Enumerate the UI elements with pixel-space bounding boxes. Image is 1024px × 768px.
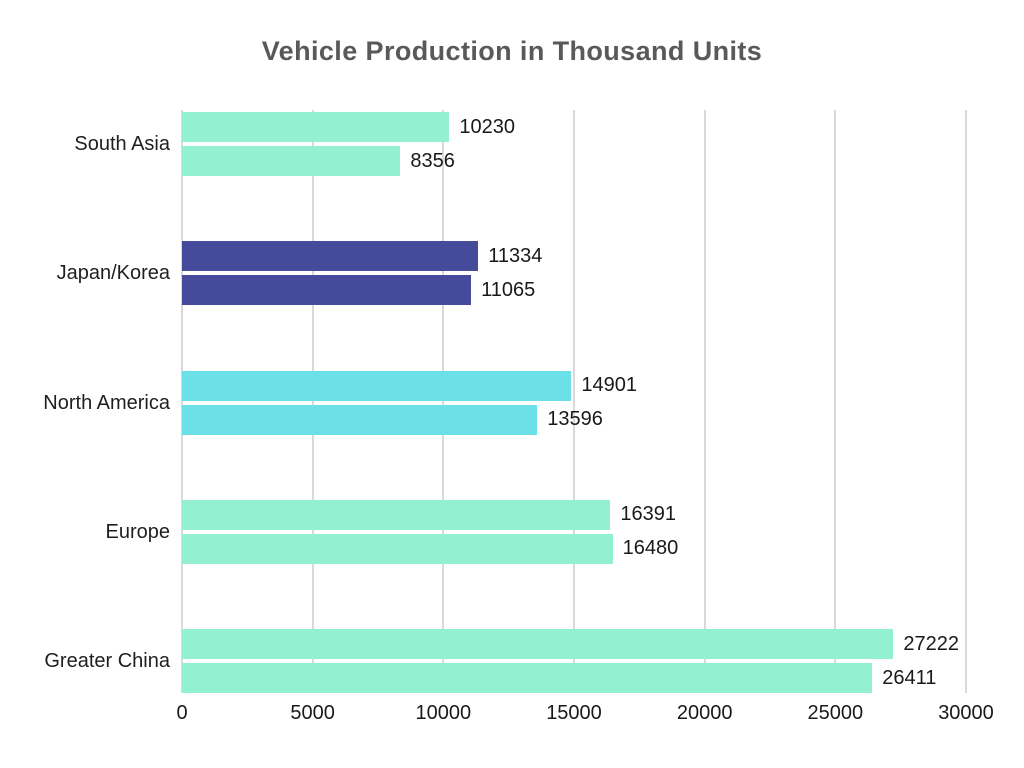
category-label: Japan/Korea — [56, 262, 170, 285]
bar-lower-bar — [182, 404, 538, 435]
bar-lower-bar — [182, 533, 613, 564]
gridline-5000 — [311, 110, 314, 693]
x-axis-tick-label: 0 — [176, 702, 188, 724]
bar-value-label: 8356 — [410, 149, 455, 172]
bar-lower-bar — [182, 275, 472, 306]
category-label: Greater China — [44, 650, 170, 672]
bar-row: 11065 — [182, 275, 966, 306]
bar-value-label: 27222 — [903, 632, 960, 655]
x-axis-tick-label: 5000 — [290, 702, 335, 724]
bar-row: 27222 — [182, 629, 966, 659]
bar-row: 8356 — [182, 146, 966, 176]
bar-value-label: 16480 — [622, 537, 679, 560]
bar-upper-bar — [182, 112, 450, 142]
x-axis-tick-label: 30000 — [938, 702, 994, 724]
bar-row: 10230 — [182, 112, 966, 142]
bar-row: 13596 — [182, 404, 966, 435]
category-label: South Asia — [74, 133, 170, 155]
bar-value-label: 10230 — [459, 115, 515, 138]
bar-upper-bar — [182, 629, 894, 659]
gridline-25000 — [834, 110, 837, 693]
chart-title: Vehicle Production in Thousand Units — [261, 36, 763, 66]
bar-upper-bar — [182, 370, 572, 401]
bar-row: 16480 — [182, 533, 966, 564]
bar-value-label: 13596 — [547, 408, 603, 430]
bar-row: 26411 — [182, 663, 966, 693]
bar-row: 11334 — [182, 241, 966, 272]
gridline-0 — [181, 110, 183, 693]
x-axis-tick-label: 15000 — [546, 702, 602, 724]
gridline-15000 — [573, 110, 575, 693]
gridline-10000 — [442, 110, 445, 693]
bar-value-label: 11334 — [488, 244, 543, 267]
x-axis-tick-label: 20000 — [676, 702, 733, 724]
category-label: North America — [43, 391, 170, 414]
bar-row: 14901 — [182, 370, 966, 401]
bar-value-label: 16391 — [620, 503, 676, 526]
bar-upper-bar — [182, 241, 479, 272]
bar-lower-bar — [182, 146, 401, 176]
plot-area: South Asia 10230 8356 Japan/Korea 11334 11065… — [43, 110, 994, 724]
bar-value-label: 14901 — [581, 374, 638, 396]
bar-lower-bar — [182, 663, 873, 693]
bar-upper-bar — [182, 499, 611, 530]
bar-row: 16391 — [182, 499, 966, 530]
x-axis-tick-label: 25000 — [807, 702, 864, 724]
gridline-20000 — [703, 110, 706, 693]
x-axis-tick-label: 10000 — [415, 702, 472, 724]
gridline-30000 — [965, 110, 967, 693]
category-label: Europe — [105, 520, 171, 543]
bar-value-label: 11065 — [481, 278, 536, 301]
bar-value-label: 26411 — [882, 666, 937, 689]
